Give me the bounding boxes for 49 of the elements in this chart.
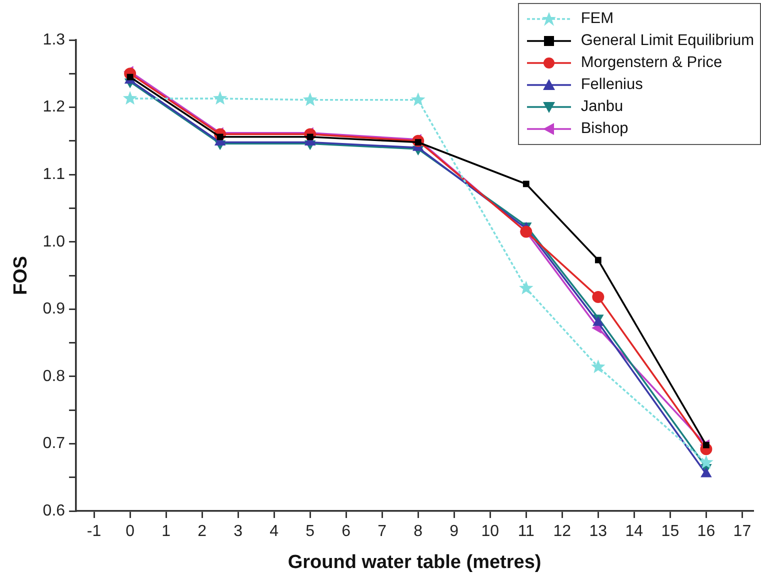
- legend-label: FEM: [580, 10, 614, 28]
- x-tick-label: 1: [162, 523, 171, 540]
- point: [302, 92, 318, 106]
- y-tick-label: 0.7: [42, 435, 66, 452]
- x-tick-label: 9: [450, 523, 459, 540]
- x-tick-label: 0: [126, 523, 135, 540]
- y-tick-label: 0.9: [42, 300, 66, 318]
- point: [699, 455, 714, 469]
- x-tick-label: 3: [234, 523, 243, 540]
- point: [122, 91, 138, 105]
- point: [212, 91, 228, 105]
- point: [592, 291, 604, 304]
- x-tick-label: 12: [553, 523, 572, 540]
- y-tick-label: 0.6: [42, 502, 66, 520]
- x-tick-label: 4: [270, 523, 279, 540]
- x-tick-label: 16: [697, 523, 716, 540]
- x-axis-title: Ground water table (metres): [288, 552, 542, 573]
- x-tick-label: 8: [414, 523, 423, 540]
- point: [522, 180, 530, 188]
- x-tick-label: 7: [378, 523, 387, 540]
- point: [126, 74, 134, 80]
- y-tick-label: 1.3: [42, 31, 66, 48]
- x-tick-label: -1: [86, 523, 102, 540]
- legend-label: General Limit Equilibrium: [580, 32, 754, 50]
- x-tick-label: 15: [661, 523, 680, 540]
- x-tick-label: 11: [518, 523, 535, 540]
- legend-label: Janbu: [580, 98, 624, 116]
- y-tick-label: 0.8: [42, 368, 66, 385]
- point: [591, 360, 606, 374]
- legend-label: Fellenius: [580, 76, 643, 94]
- y-axis-title: FOS: [10, 256, 32, 296]
- x-tick-label: 10: [481, 523, 500, 540]
- point: [519, 280, 534, 294]
- point: [594, 256, 602, 264]
- x-tick-label: 6: [342, 523, 351, 540]
- x-tick-label: 14: [625, 523, 644, 540]
- x-tick-label: 2: [198, 523, 207, 540]
- legend-label: Bishop: [580, 120, 628, 138]
- x-tick-label: 17: [733, 523, 752, 540]
- legend-label: Morgenstern & Price: [580, 54, 722, 72]
- x-tick-label: 13: [589, 523, 608, 540]
- point: [410, 92, 426, 106]
- x-tick-label: 5: [306, 523, 315, 540]
- y-tick-label: 1.0: [42, 233, 66, 250]
- point: [703, 442, 710, 448]
- point: [700, 468, 712, 478]
- y-tick-label: 1.1: [42, 166, 66, 183]
- point: [520, 226, 532, 238]
- y-tick-label: 1.2: [42, 98, 66, 116]
